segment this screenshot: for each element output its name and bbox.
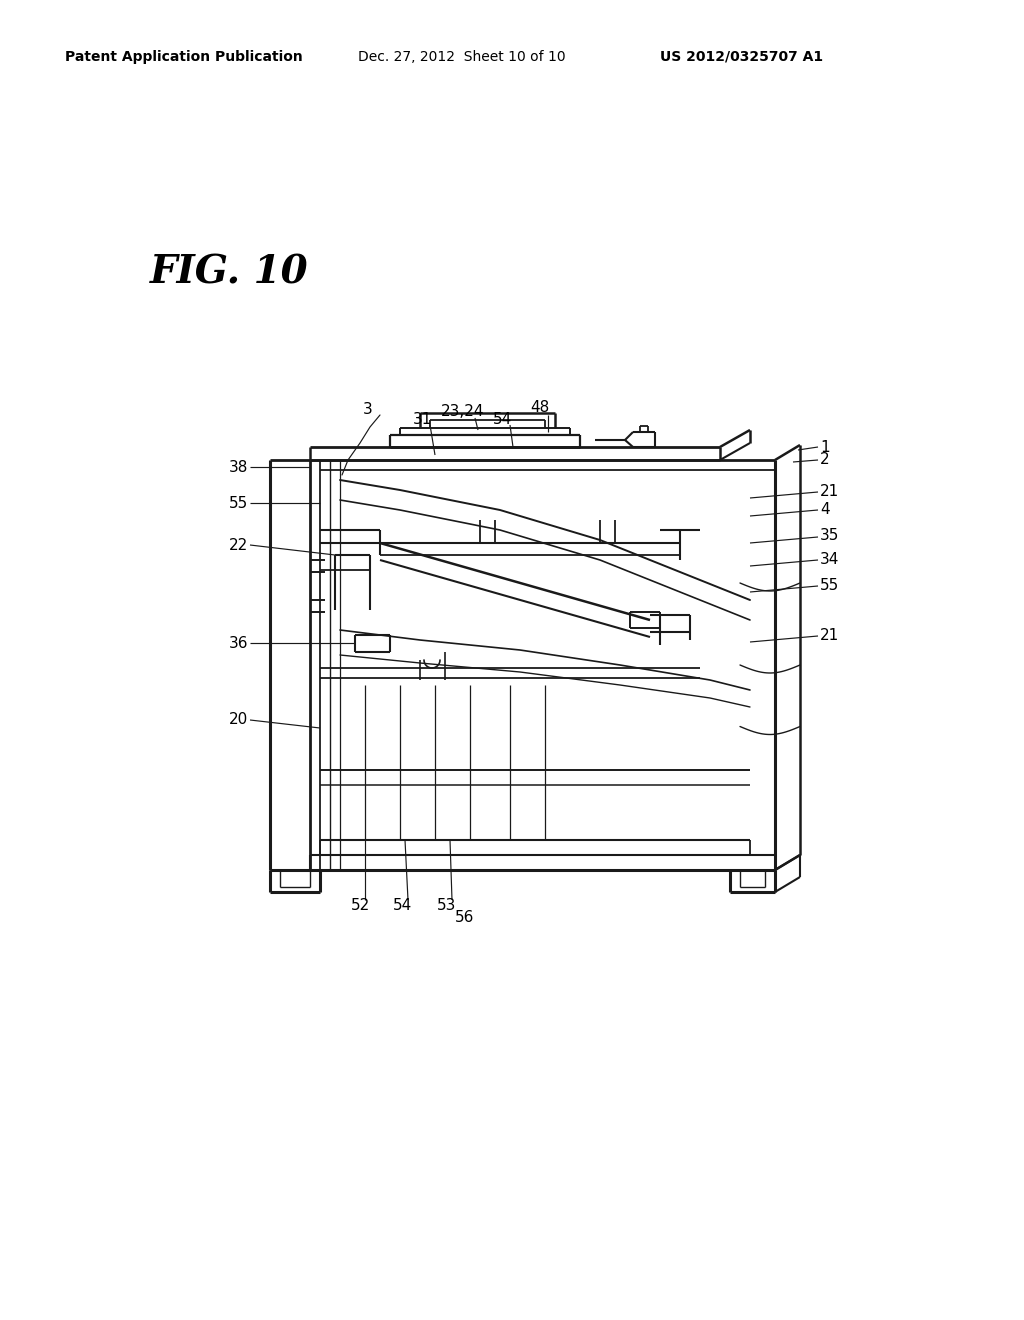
Text: US 2012/0325707 A1: US 2012/0325707 A1 [660, 50, 823, 63]
Text: 55: 55 [820, 578, 840, 593]
Text: 3: 3 [364, 403, 373, 417]
Text: 52: 52 [350, 899, 370, 913]
Text: 55: 55 [228, 495, 248, 511]
Text: 53: 53 [437, 899, 457, 913]
Text: FIG. 10: FIG. 10 [150, 253, 308, 290]
Text: 56: 56 [456, 911, 475, 925]
Text: 38: 38 [228, 459, 248, 474]
Text: 22: 22 [228, 537, 248, 553]
Text: 21: 21 [820, 627, 840, 643]
Text: 2: 2 [820, 453, 829, 467]
Text: 23,24: 23,24 [441, 404, 484, 420]
Text: 34: 34 [820, 552, 840, 566]
Text: 48: 48 [530, 400, 550, 416]
Text: 54: 54 [393, 899, 413, 913]
Text: 54: 54 [494, 412, 513, 428]
Text: 35: 35 [820, 528, 840, 544]
Text: 4: 4 [820, 502, 829, 516]
Text: Dec. 27, 2012  Sheet 10 of 10: Dec. 27, 2012 Sheet 10 of 10 [358, 50, 565, 63]
Text: 36: 36 [228, 635, 248, 651]
Text: 1: 1 [820, 440, 829, 454]
Text: Patent Application Publication: Patent Application Publication [65, 50, 303, 63]
Text: 21: 21 [820, 483, 840, 499]
Text: 20: 20 [228, 713, 248, 727]
Text: 31: 31 [413, 412, 432, 428]
